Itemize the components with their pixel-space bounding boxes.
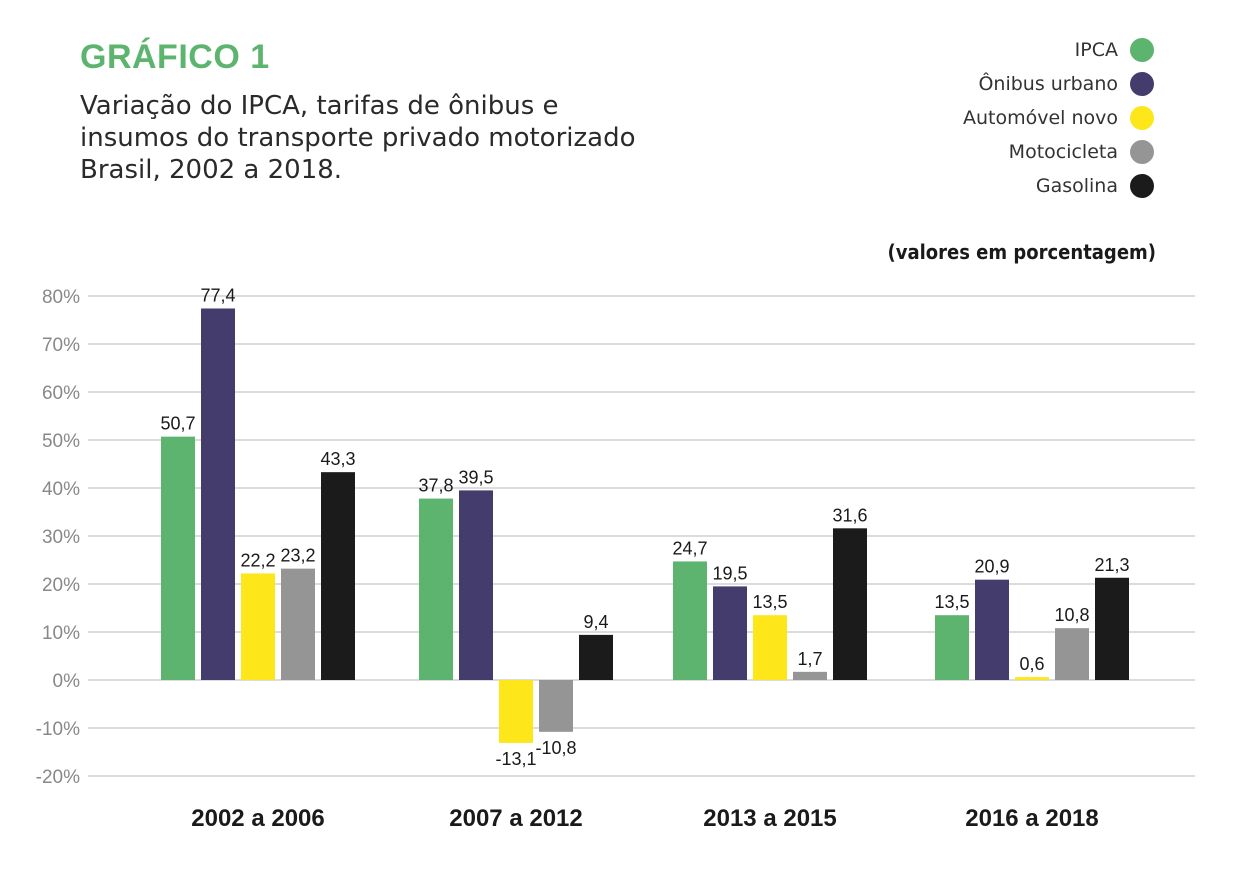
bars (161, 308, 1129, 743)
y-axis-ticks: 80% 70% 60% 50% 40% 30% 20% 10% 0% -10% -20% (36, 287, 80, 788)
bar (201, 308, 235, 680)
bar (281, 568, 315, 680)
bar (321, 472, 355, 680)
gridlines (88, 295, 1195, 777)
bar (713, 586, 747, 680)
legend-item-motocicleta: Motocicleta (963, 135, 1154, 169)
bar (241, 573, 275, 680)
legend-item-automovel-novo: Automóvel novo (963, 101, 1154, 135)
bar (499, 680, 533, 743)
x-category-label: 2007 a 2012 (449, 805, 582, 832)
y-tick-label: 70% (42, 335, 80, 356)
bar (161, 436, 195, 680)
legend-label: Gasolina (1035, 175, 1118, 197)
data-label: 1,7 (797, 649, 822, 669)
bar (1095, 577, 1129, 680)
chart-subtitle: Variação do IPCA, tarifas de ônibus e in… (80, 90, 636, 186)
x-axis-categories: 2002 a 2006 2007 a 2012 2013 a 2015 2016 a … (191, 805, 1098, 832)
legend-dot-icon (1130, 38, 1154, 62)
y-tick-label: 60% (42, 383, 80, 404)
legend: IPCA Ônibus urbano Automóvel novo Motoci… (963, 33, 1154, 203)
data-label: 39,5 (458, 467, 493, 487)
legend-dot-icon (1130, 106, 1154, 130)
bar (935, 615, 969, 680)
data-label: 24,7 (672, 538, 707, 558)
subtitle-line-3: Brasil, 2002 a 2018. (80, 155, 343, 185)
data-label: 77,4 (200, 285, 235, 305)
legend-label: Ônibus urbano (978, 73, 1118, 95)
data-label: -10,8 (535, 738, 576, 758)
y-tick-label: -20% (36, 767, 80, 788)
data-label: 21,3 (1094, 555, 1129, 575)
legend-item-onibus-urbano: Ônibus urbano (963, 67, 1154, 101)
data-label: 37,8 (418, 476, 453, 496)
data-label: 19,5 (712, 563, 747, 583)
x-category-label: 2013 a 2015 (703, 805, 836, 832)
data-label: 50,7 (160, 414, 195, 434)
data-label: 0,6 (1019, 654, 1044, 674)
bar (419, 498, 453, 680)
legend-dot-icon (1130, 140, 1154, 164)
legend-label: Automóvel novo (962, 107, 1118, 129)
subtitle-line-2: insumos do transporte privado motorizado (80, 123, 636, 153)
chart-heading: GRÁFICO 1 (80, 38, 270, 76)
data-label: 20,9 (974, 557, 1009, 577)
bar (793, 671, 827, 680)
subtitle-line-1: Variação do IPCA, tarifas de ônibus e (80, 91, 559, 121)
bar (975, 579, 1009, 680)
bar (1055, 628, 1089, 680)
data-label: -13,1 (495, 749, 536, 769)
data-label: 43,3 (320, 449, 355, 469)
data-label: 31,6 (832, 505, 867, 525)
data-label: 13,5 (934, 592, 969, 612)
value-labels: 50,7 77,4 22,2 23,2 43,3 37,8 39,5 -13,1-10,8 9,… (160, 285, 1129, 768)
legend-label: Motocicleta (1008, 141, 1118, 163)
legend-item-ipca: IPCA (963, 33, 1154, 67)
legend-dot-icon (1130, 72, 1154, 96)
bar (753, 615, 787, 680)
bar (579, 634, 613, 680)
legend-label: IPCA (1074, 39, 1118, 61)
units-note: (valores em porcentagem) (887, 240, 1157, 264)
legend-item-gasolina: Gasolina (963, 169, 1154, 203)
bar (673, 561, 707, 680)
bar (459, 490, 493, 680)
y-tick-label: 50% (42, 431, 80, 452)
legend-dot-icon (1130, 174, 1154, 198)
y-tick-label: 40% (42, 479, 80, 500)
data-label: 13,5 (752, 592, 787, 612)
data-label: 22,2 (240, 550, 275, 570)
bar (833, 528, 867, 680)
y-tick-label: 0% (53, 671, 81, 692)
y-tick-label: 20% (42, 575, 80, 596)
data-label: 9,4 (583, 612, 608, 632)
y-tick-label: 80% (42, 287, 80, 308)
y-tick-label: -10% (36, 719, 80, 740)
data-label: 10,8 (1054, 605, 1089, 625)
x-category-label: 2016 a 2018 (965, 805, 1098, 832)
bar (1015, 677, 1049, 680)
x-category-label: 2002 a 2006 (191, 805, 324, 832)
y-tick-label: 30% (42, 527, 80, 548)
bar (539, 680, 573, 732)
y-tick-label: 10% (42, 623, 80, 644)
data-label: 23,2 (280, 546, 315, 566)
